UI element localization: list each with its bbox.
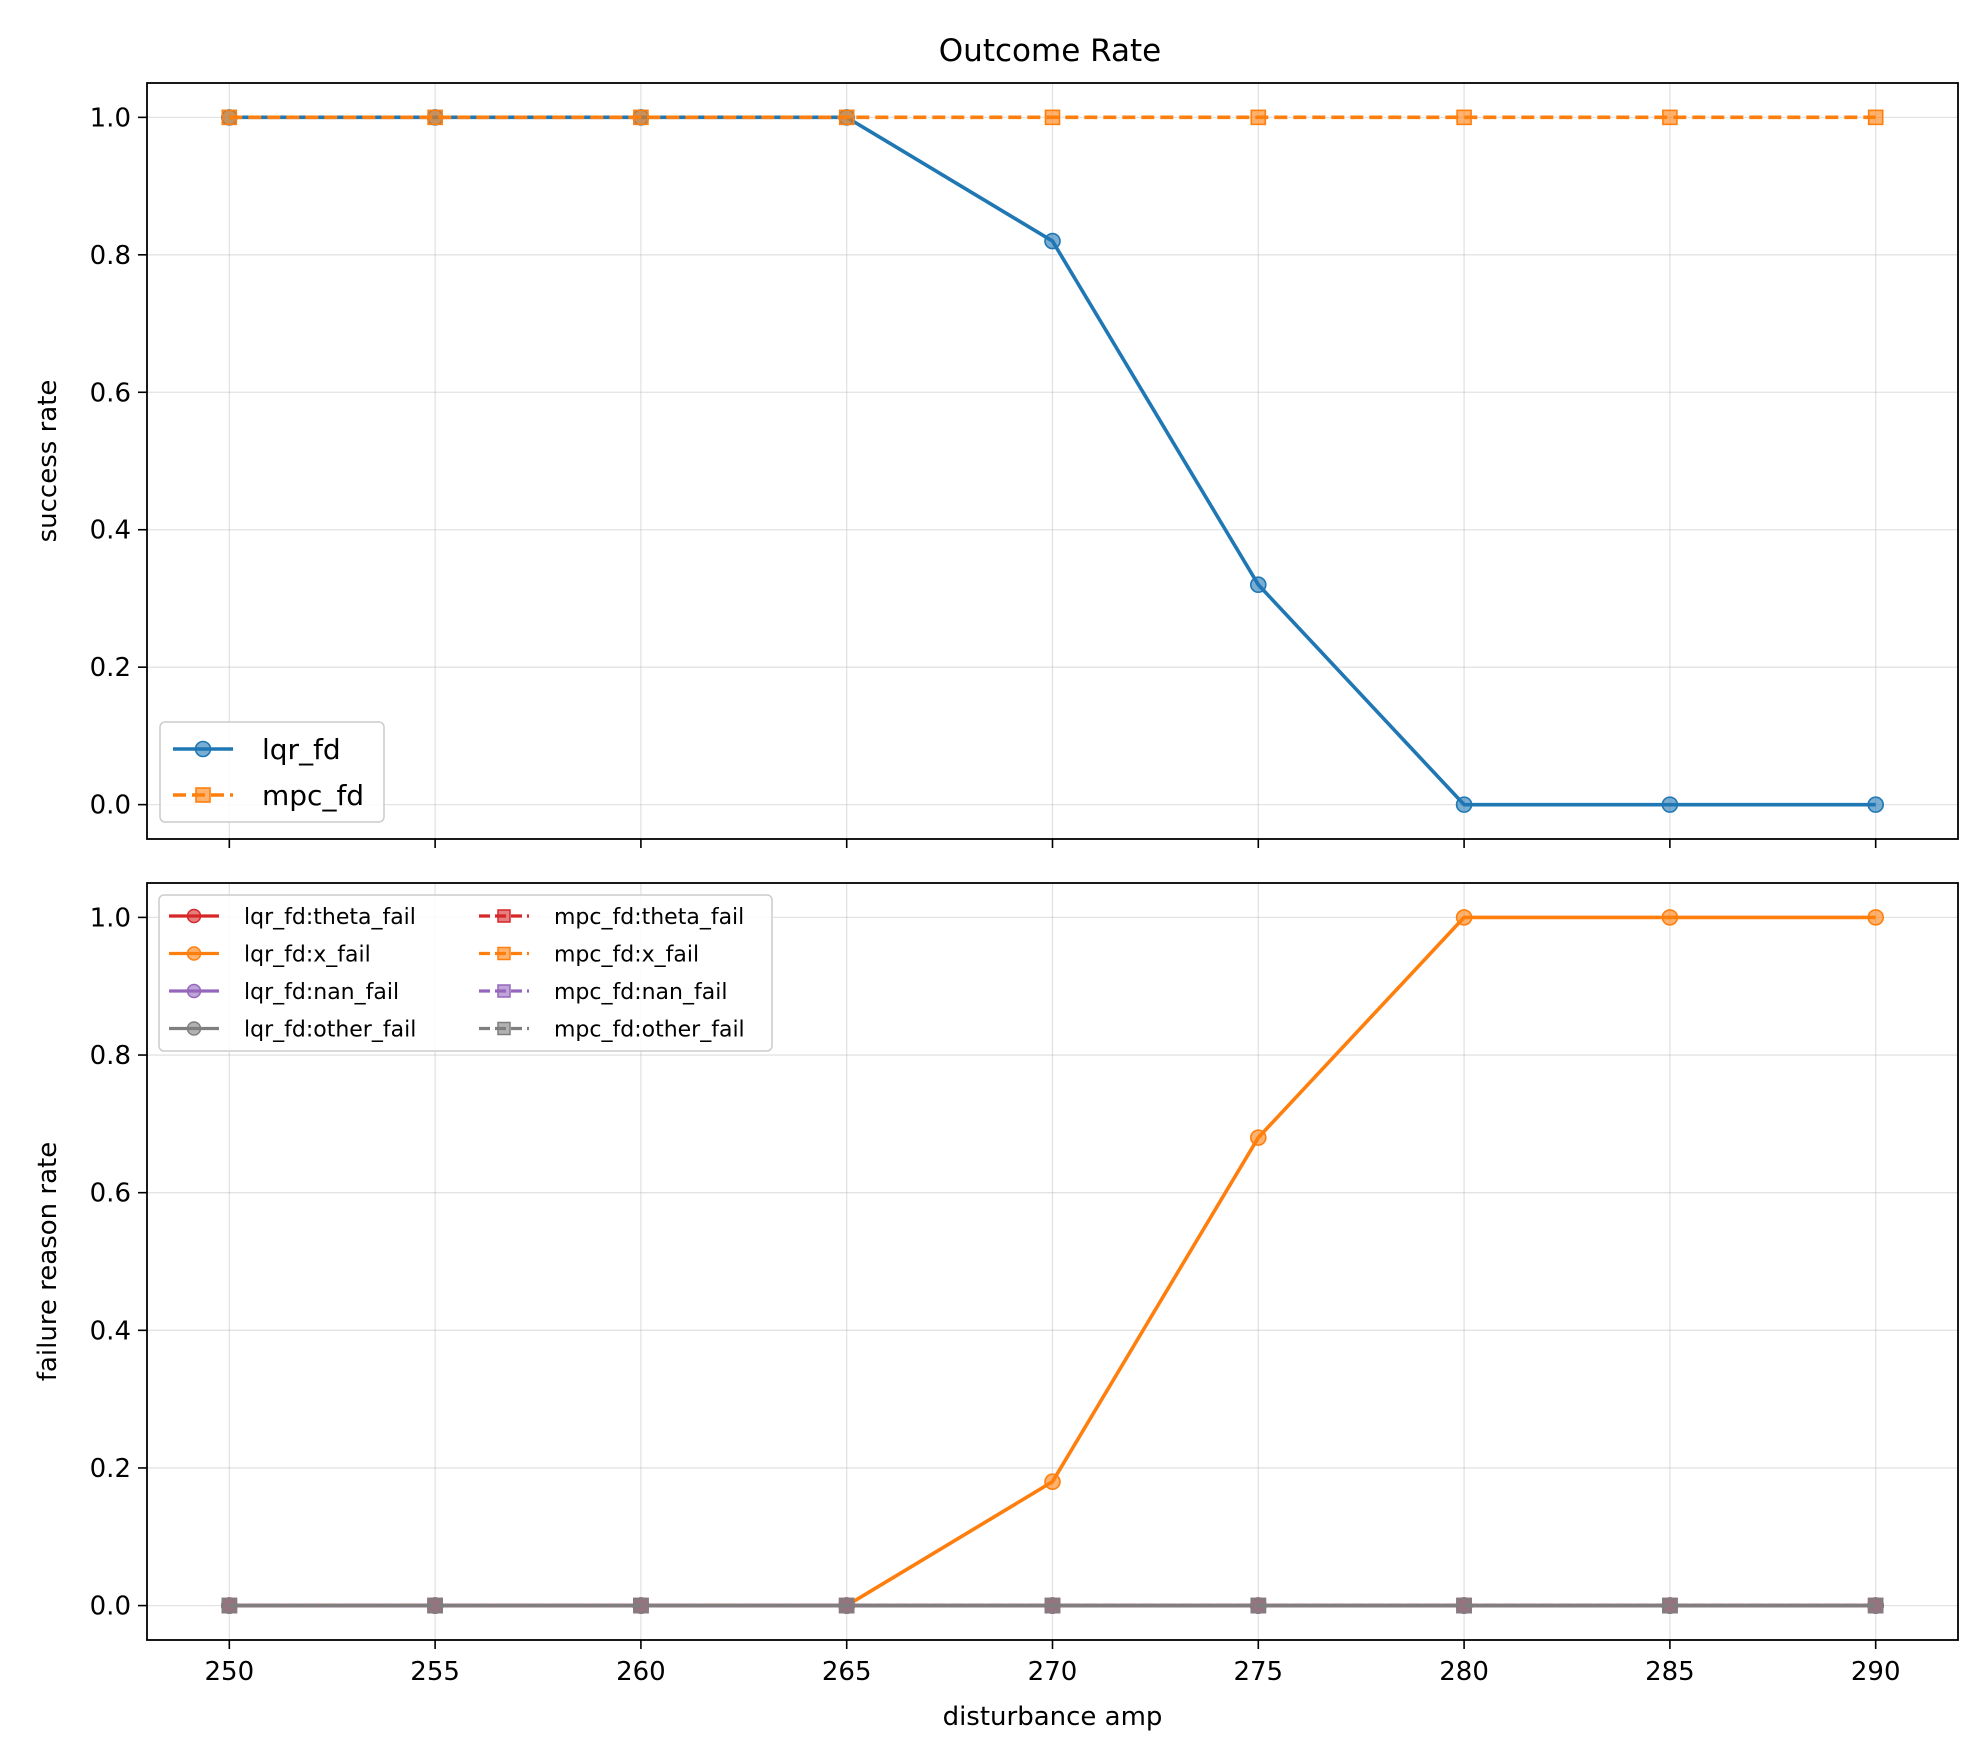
data-point: [427, 109, 443, 126]
panel-1: 0.0 0.2 0.4 0.6 0.8 1.0 success rate lqr_fd mpc_…: [33, 82, 1959, 848]
legend-marker: [186, 908, 202, 924]
legend-box: [158, 894, 773, 1052]
legend-label: lqr_fd:theta_fail: [244, 905, 416, 930]
legend-label: lqr_fd:other_fail: [244, 1018, 416, 1043]
y-tick-label: 1.0: [90, 103, 131, 133]
data-point: [838, 1597, 855, 1614]
data-point: [1867, 909, 1884, 926]
y-axis-label: success rate: [33, 380, 63, 543]
data-point: [1044, 1473, 1061, 1491]
legend-marker: [497, 909, 511, 923]
data-point: [1455, 796, 1473, 813]
legend-label: mpc_fd:nan_fail: [554, 980, 727, 1005]
data-point: [1456, 1597, 1472, 1614]
y-tick-label: 0.4: [90, 516, 131, 546]
figure-title: Outcome Rate: [939, 33, 1161, 69]
y-tick-label: 1.0: [90, 903, 131, 933]
x-tick-label: 250: [204, 1657, 254, 1687]
legend-marker: [186, 946, 202, 961]
legend-box: [159, 721, 385, 823]
y-tick-label: 0.6: [90, 378, 131, 408]
series-mpc-fd-other-fail: [221, 1597, 1884, 1614]
legend-marker: [497, 946, 511, 961]
data-point: [1044, 109, 1061, 126]
legend-marker: [186, 983, 202, 999]
data-point: [1044, 232, 1061, 250]
x-tick-label: 255: [410, 1657, 460, 1687]
data-point: [427, 1597, 443, 1614]
x-axis-label: disturbance amp: [943, 1702, 1163, 1732]
panel-2: 250 255 260 265 270 275 280 285 290 0.0 0.2 0.4 0.6 0…: [33, 882, 1959, 1732]
data-point: [1249, 1129, 1267, 1146]
y-tick-label: 0.8: [90, 241, 131, 271]
legend-label: mpc_fd:theta_fail: [554, 905, 744, 930]
legend-label: lqr_fd:nan_fail: [244, 980, 399, 1005]
data-point: [1249, 576, 1267, 594]
y-axis-label: failure reason rate: [33, 1142, 63, 1381]
legend-label: mpc_fd:other_fail: [554, 1018, 745, 1043]
data-point: [633, 1597, 649, 1614]
legend-label: mpc_fd: [262, 779, 364, 812]
data-point: [221, 109, 238, 126]
data-point: [1661, 909, 1679, 926]
data-point: [633, 109, 649, 126]
x-tick-label: 280: [1439, 1657, 1489, 1687]
data-point: [1250, 1597, 1267, 1614]
y-tick-label: 0.4: [90, 1316, 131, 1346]
series-mpc-fd: [221, 109, 1884, 126]
legend-label: lqr_fd:x_fail: [244, 943, 371, 968]
data-point: [1455, 909, 1473, 926]
chart-panels: 0.0 0.2 0.4 0.6 0.8 1.0 success rate lqr_fd mpc_…: [33, 82, 1959, 1732]
y-tick-label: 0.2: [90, 1454, 131, 1484]
legend-marker: [186, 1021, 202, 1036]
x-tick-label: 275: [1233, 1657, 1283, 1687]
data-point: [1044, 1597, 1061, 1614]
x-tick-label: 290: [1851, 1657, 1901, 1687]
data-point: [1867, 1597, 1884, 1614]
legend-marker: [497, 984, 511, 998]
legend-label: mpc_fd:x_fail: [554, 943, 699, 968]
y-tick-label: 0.0: [90, 1592, 131, 1622]
y-tick-label: 0.8: [90, 1041, 131, 1071]
data-point: [1250, 109, 1267, 126]
legend-marker: [497, 1021, 511, 1036]
data-point: [1662, 109, 1678, 126]
legend-label: lqr_fd: [262, 733, 341, 766]
legend-marker: [195, 787, 211, 803]
y-tick-label: 0.6: [90, 1179, 131, 1209]
data-point: [1867, 796, 1884, 813]
y-tick-label: 0.2: [90, 653, 131, 683]
data-point: [221, 1597, 238, 1614]
x-tick-label: 270: [1028, 1657, 1078, 1687]
data-point: [1456, 109, 1472, 126]
y-tick-label: 0.0: [90, 791, 131, 821]
x-tick-label: 265: [822, 1657, 872, 1687]
x-tick-label: 285: [1645, 1657, 1695, 1687]
data-point: [1662, 1597, 1678, 1614]
data-point: [1867, 109, 1884, 126]
legend: lqr_fd:theta_fail lqr_fd:x_fail lqr_fd:nan…: [158, 894, 773, 1052]
x-tick-label: 260: [616, 1657, 666, 1687]
legend-marker: [194, 740, 212, 758]
legend: lqr_fd mpc_fd: [159, 721, 385, 823]
data-point: [1661, 796, 1679, 813]
data-point: [838, 109, 855, 126]
